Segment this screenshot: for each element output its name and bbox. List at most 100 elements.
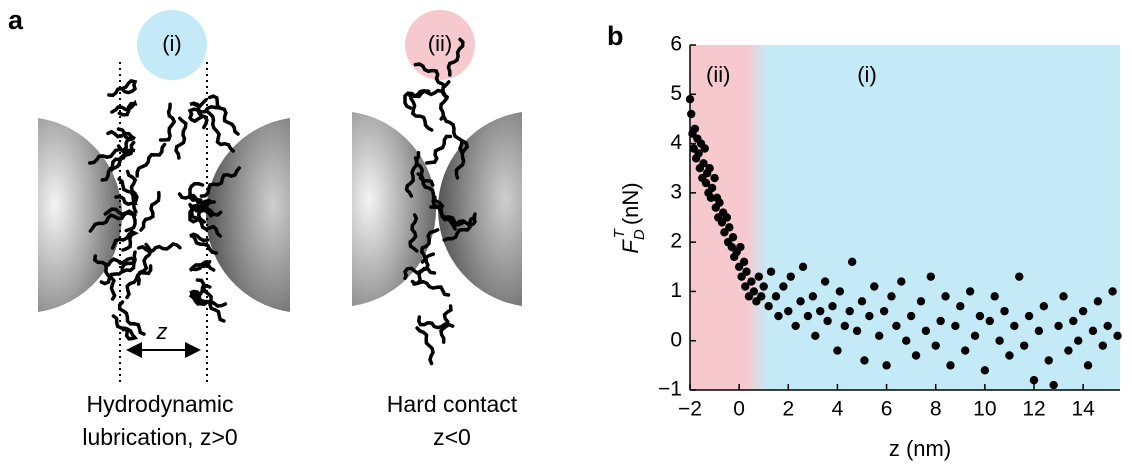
chain	[114, 177, 138, 207]
chain	[188, 202, 222, 238]
point	[916, 297, 926, 306]
chain	[454, 139, 470, 180]
point	[700, 144, 709, 153]
point	[921, 326, 931, 336]
point	[1113, 331, 1122, 340]
chain	[110, 144, 136, 172]
point	[766, 267, 776, 276]
chain	[442, 215, 477, 242]
region-label: (ii)	[706, 62, 730, 87]
point	[860, 356, 869, 365]
point	[985, 316, 994, 326]
point	[875, 331, 884, 340]
point	[1078, 306, 1088, 316]
point	[1005, 351, 1014, 360]
chain	[88, 137, 134, 165]
point	[1049, 380, 1058, 390]
y-label-symbol: F	[618, 239, 643, 254]
region	[768, 45, 1120, 390]
point	[725, 223, 734, 232]
chain	[110, 229, 140, 252]
chain	[103, 207, 137, 233]
point	[705, 164, 714, 173]
point	[736, 242, 745, 252]
y-tick-label: 6	[670, 33, 682, 56]
x-tick-label: 12	[1022, 398, 1045, 421]
chain	[403, 88, 431, 110]
point	[1010, 321, 1019, 331]
point	[1034, 326, 1044, 336]
point	[786, 272, 795, 281]
chain	[187, 104, 221, 124]
y-tick-label: −1	[658, 378, 682, 401]
point	[820, 277, 830, 286]
point	[759, 282, 768, 291]
point	[1059, 292, 1068, 301]
point	[757, 292, 766, 301]
badge	[137, 10, 207, 80]
point	[1024, 311, 1034, 321]
point	[694, 149, 703, 158]
chain	[415, 326, 435, 366]
chain	[136, 242, 153, 286]
chain	[106, 256, 137, 274]
chain	[135, 142, 167, 178]
point	[803, 311, 813, 321]
sphere	[437, 112, 522, 306]
chain	[189, 98, 209, 130]
chain	[139, 190, 161, 232]
chain	[419, 228, 440, 264]
point	[699, 159, 708, 168]
point	[941, 292, 950, 301]
caption: Hard contact	[387, 391, 518, 417]
sphere	[352, 112, 437, 306]
point	[882, 361, 891, 370]
x-tick-label: 14	[1071, 398, 1095, 421]
point	[897, 277, 906, 286]
point	[961, 346, 970, 355]
point	[779, 282, 788, 291]
point	[990, 292, 999, 301]
point	[749, 287, 759, 296]
chain	[125, 169, 139, 214]
point	[722, 213, 732, 222]
y-label-unit: (nN)	[618, 182, 643, 225]
x-tick-label: 4	[832, 398, 844, 421]
point	[796, 297, 805, 306]
point	[1029, 375, 1039, 385]
point	[1064, 346, 1073, 355]
point	[956, 302, 965, 311]
point	[690, 124, 700, 133]
chain	[425, 134, 453, 165]
badge-text: (i)	[162, 31, 182, 56]
region-blend	[746, 45, 769, 390]
y-tick-label: 0	[670, 328, 682, 351]
y-tick-label: 2	[670, 230, 682, 253]
point	[816, 306, 825, 316]
point	[833, 346, 842, 355]
point	[911, 351, 921, 360]
x-axis-label: z (nm)	[889, 436, 951, 461]
polymer-chains	[88, 37, 477, 366]
chain	[125, 264, 153, 300]
chain	[189, 232, 219, 255]
point	[747, 277, 756, 286]
point	[1044, 356, 1053, 365]
point	[857, 297, 867, 306]
point	[828, 302, 837, 311]
chain	[199, 166, 241, 198]
chain	[404, 156, 419, 198]
chain	[107, 78, 138, 98]
point	[951, 321, 960, 331]
point	[1039, 302, 1049, 311]
panel-label: a	[8, 5, 24, 35]
chain	[158, 102, 177, 142]
sphere	[205, 118, 290, 312]
badge	[405, 10, 475, 80]
chain	[439, 80, 451, 121]
chain	[413, 62, 447, 88]
point	[936, 316, 945, 326]
caption: lubrication, z>0	[82, 424, 237, 450]
x-tick-label: 10	[973, 398, 996, 421]
chain	[177, 192, 213, 209]
